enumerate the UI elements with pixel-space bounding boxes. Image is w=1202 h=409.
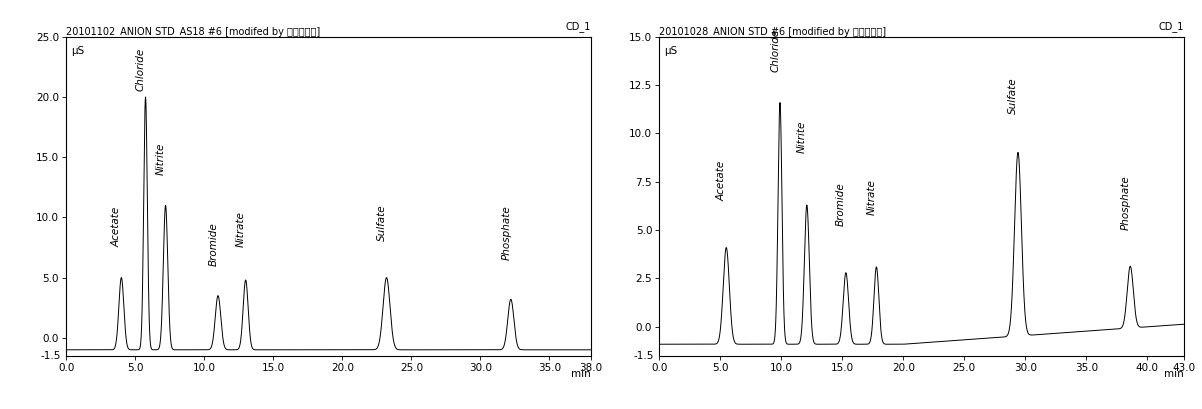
Text: min: min <box>571 369 591 379</box>
Text: Nitrate: Nitrate <box>867 179 876 215</box>
Text: Acetate: Acetate <box>716 161 726 201</box>
Text: Nitrite: Nitrite <box>156 143 166 175</box>
Text: -1.5: -1.5 <box>633 351 654 361</box>
Text: Nitrite: Nitrite <box>797 120 807 153</box>
Text: Sulfate: Sulfate <box>1008 78 1018 114</box>
Text: Phosphate: Phosphate <box>1120 175 1130 230</box>
Text: 20101102_ANION STD_AS18 #6 [modifed by 유해르질과]: 20101102_ANION STD_AS18 #6 [modifed by 유… <box>66 26 321 37</box>
Text: Bromide: Bromide <box>208 222 219 265</box>
Text: Chloride: Chloride <box>136 48 145 91</box>
Text: Acetate: Acetate <box>112 207 121 247</box>
Text: min: min <box>1165 369 1184 379</box>
Text: Sulfate: Sulfate <box>377 205 387 241</box>
Text: Chloride: Chloride <box>770 28 780 72</box>
Text: CD_1: CD_1 <box>1159 21 1184 32</box>
Text: CD_1: CD_1 <box>566 21 591 32</box>
Text: Nitrate: Nitrate <box>236 211 246 247</box>
Text: Phosphate: Phosphate <box>501 205 511 260</box>
Text: μS: μS <box>71 46 84 56</box>
Text: μS: μS <box>665 46 678 56</box>
Text: -1.5: -1.5 <box>41 351 61 361</box>
Text: 20101028_ANION STD #6 [modified by 유해르질과]: 20101028_ANION STD #6 [modified by 유해르질과… <box>659 26 886 37</box>
Text: Bromide: Bromide <box>837 182 846 226</box>
